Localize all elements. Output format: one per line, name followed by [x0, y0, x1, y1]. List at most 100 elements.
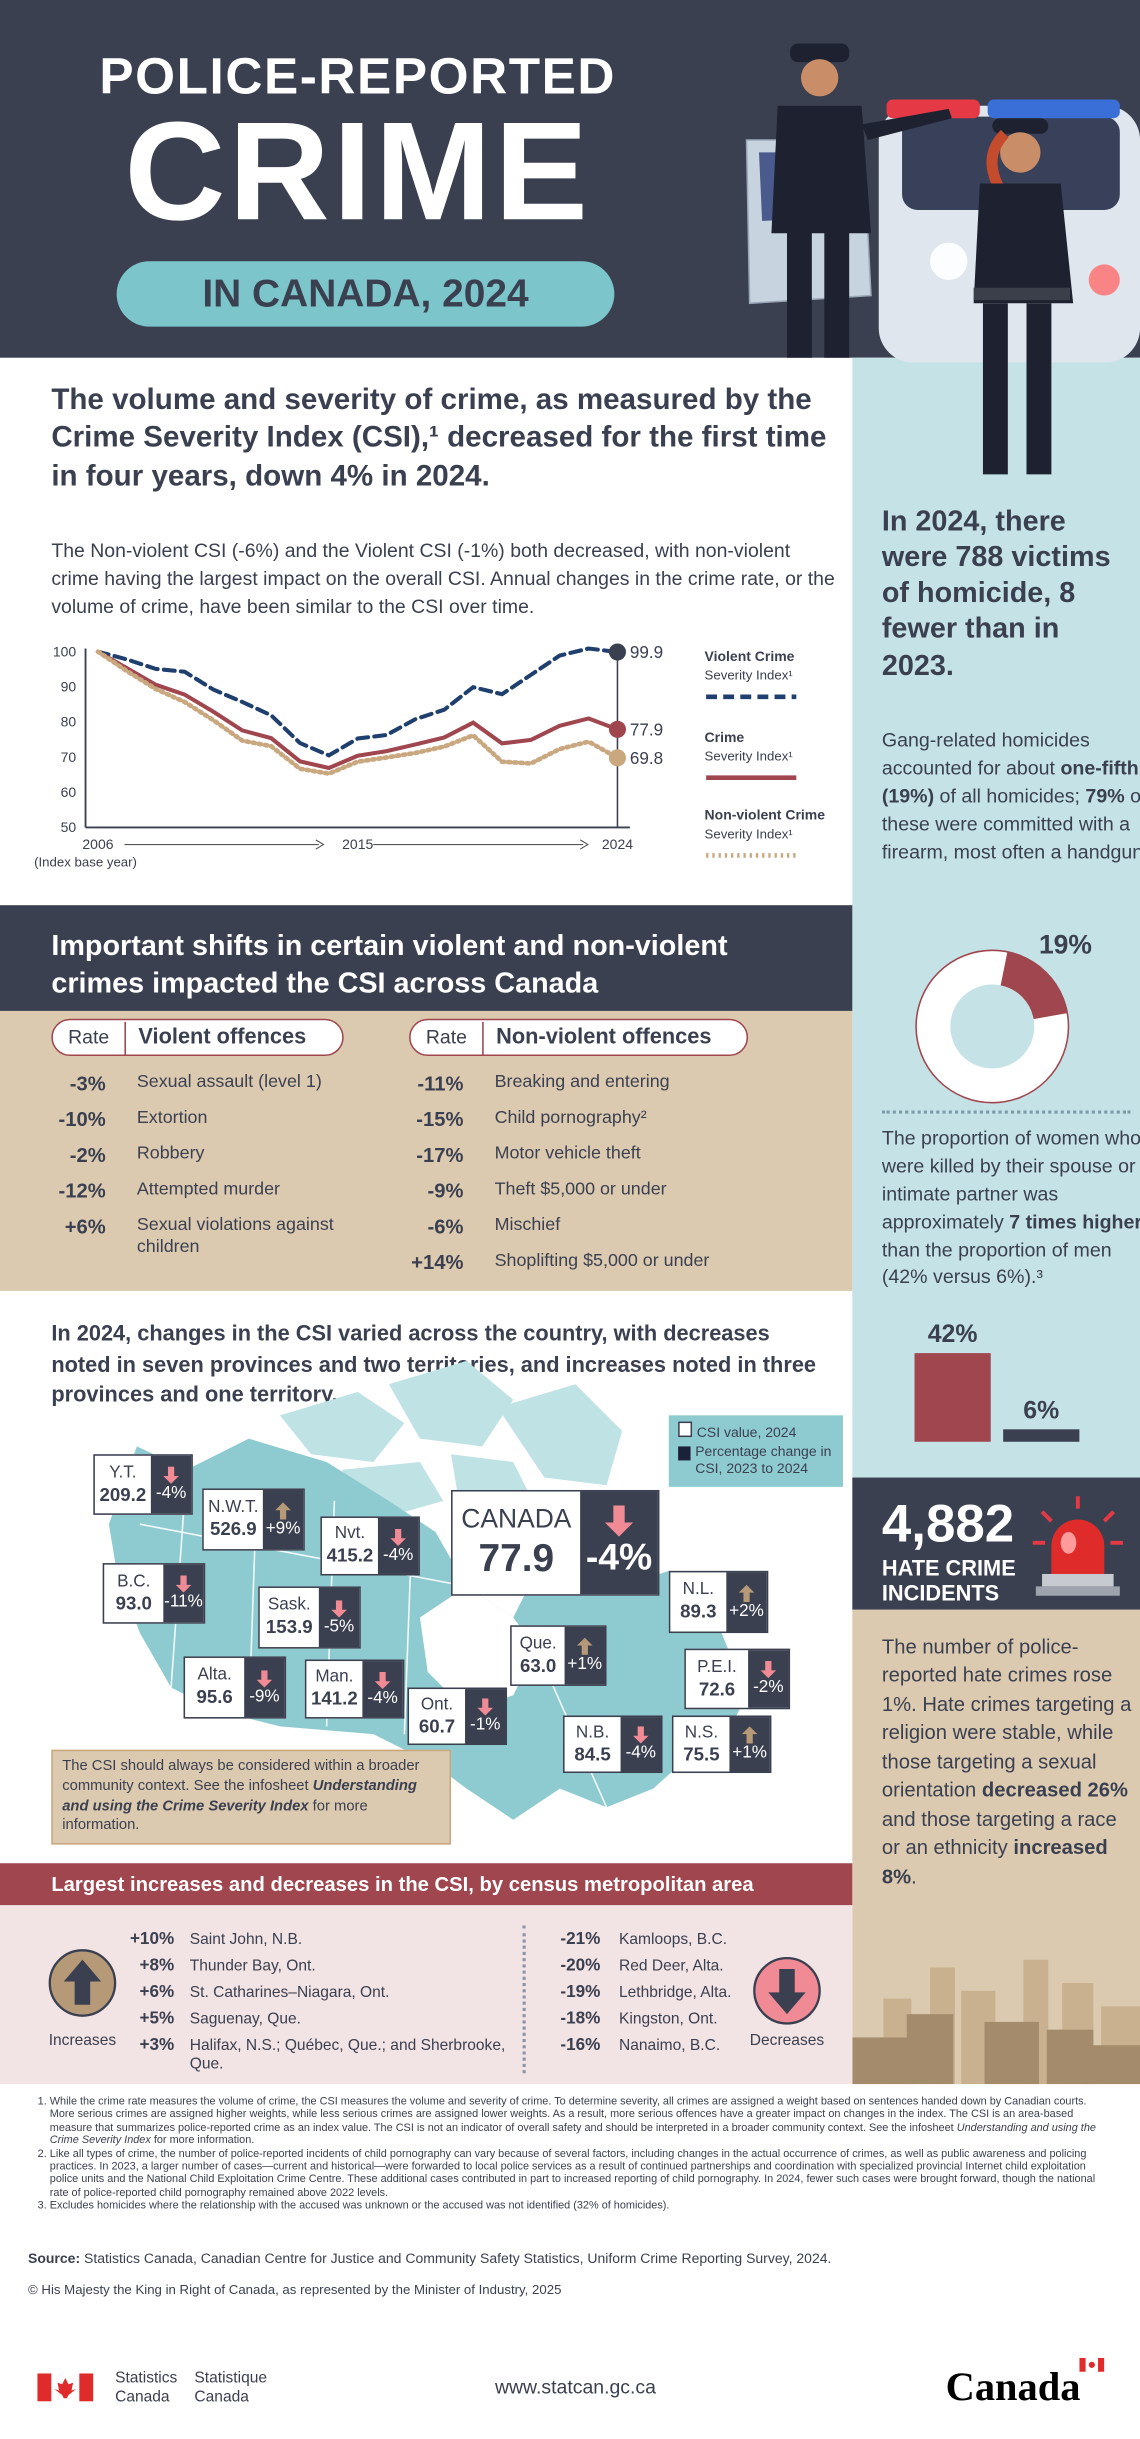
csi-value: 89.3 [680, 1601, 717, 1623]
bar-label: 42% [927, 1322, 978, 1349]
percent-change: -2% [753, 1678, 784, 1697]
region-name: P.E.I. [697, 1657, 737, 1677]
csi-line-chart: 100 90 80 70 60 50 2006 2015 2024 (Index base yea… [34, 643, 825, 869]
region-name: Man. [315, 1667, 354, 1687]
map-region-nvt: Nvt. 415.2 -4% [320, 1516, 420, 1576]
cma-name: Kingston, Ont. [619, 2011, 718, 2029]
city-skyline-illustration [852, 1959, 1140, 2085]
hate-crime-number: 4,882 [881, 1494, 1015, 1554]
map-region-ont: Ont. 60.7 -1% [407, 1687, 508, 1746]
end-value-label: 69.8 [630, 749, 663, 768]
region-name: Alta. [197, 1666, 232, 1685]
map-region-nl: N.L. 89.3 +2% [668, 1570, 769, 1634]
percent-change: -1% [470, 1715, 501, 1735]
website-link[interactable]: www.statcan.gc.ca [494, 2376, 656, 2399]
violent-rate: -10% [58, 1107, 106, 1131]
footnote-2: Like all types of crime, the number of p… [50, 2149, 1114, 2201]
increase-rate: +3% [139, 2035, 175, 2055]
legend-item-change: Percentage change in CSI, 2023 to 2024 [678, 1443, 843, 1479]
text: for more information. [150, 2135, 255, 2147]
map-region-pei: P.E.I. 72.6 -2% [684, 1648, 791, 1710]
gang-homicide-text: Gang-related homicides accounted for abo… [882, 728, 1140, 867]
infosheet-title: Understanding and using the Crime Severi… [62, 1777, 417, 1815]
map-region-canada: CANADA 77.9 -4% [451, 1489, 660, 1596]
arrow-up-icon [577, 1637, 593, 1655]
violent-rate: -12% [58, 1178, 106, 1203]
change-cell: -9% [244, 1657, 285, 1718]
change-cell: -4% [362, 1661, 403, 1718]
x-base-note: (Index base year) [34, 854, 137, 869]
percent-change: -9% [249, 1686, 280, 1706]
cma-name: St. Catharines–Niagara, Ont. [189, 1984, 390, 2002]
change-cell: -4% [377, 1517, 419, 1574]
csi-value: 95.6 [196, 1686, 233, 1709]
cma-name: Red Deer, Alta. [619, 1958, 724, 1976]
csi-value: 63.0 [519, 1654, 557, 1677]
text: HATE CRIME [881, 1555, 1016, 1581]
region-name: Y.T. [109, 1463, 137, 1482]
violent-table-header: Rate Violent offences [51, 1018, 344, 1057]
change-cell: -1% [465, 1689, 506, 1744]
change-cell: -5% [318, 1587, 360, 1648]
csi-value-cell: CANADA 77.9 [453, 1492, 581, 1595]
arrow-down-icon [633, 1726, 649, 1744]
y-tick-label: 70 [61, 749, 77, 765]
csi-value: 526.9 [209, 1518, 257, 1541]
title-line-2: CRIME [124, 94, 592, 251]
donut-label: 19% [1038, 930, 1092, 960]
legend-subtitle: Severity Index¹ [705, 668, 794, 683]
y-tick-label: 90 [61, 678, 77, 694]
csi-value: 77.9 [478, 1536, 555, 1581]
arrow-up-icon [738, 1584, 755, 1602]
y-tick-label: 60 [61, 784, 77, 800]
nonviolent-offence: Mischief [494, 1216, 561, 1235]
map-region-alta: Alta. 95.6 -9% [183, 1656, 287, 1719]
text-bold: increased 8% [881, 1835, 1108, 1888]
bar [914, 1353, 991, 1442]
nonviolent-offence: Theft $5,000 or under [494, 1180, 667, 1200]
text-bold: 7 times higher [1009, 1210, 1140, 1233]
arrow-down-icon [760, 1661, 777, 1679]
legend-item-value: CSI value, 2024 [678, 1421, 843, 1443]
cma-name: Halifax, N.S.; Québec, Que.; and Sherbro… [189, 2037, 506, 2074]
change-cell: -4% [150, 1455, 192, 1514]
decrease-rate: -21% [560, 1930, 601, 1949]
x-tick-label: 2024 [602, 836, 633, 852]
violent-offence: Sexual violations against children [136, 1216, 334, 1257]
end-value-label: 99.9 [630, 643, 663, 662]
csi-value: 415.2 [326, 1545, 374, 1567]
percent-change: -11% [164, 1592, 203, 1612]
percent-change: +1% [567, 1654, 603, 1674]
gang-homicide-donut [915, 949, 1070, 1104]
footnotes: While the crime rate measures the volume… [25, 2097, 1114, 2214]
region-name: Ont. [420, 1694, 454, 1714]
nonviolent-rate: -6% [427, 1214, 464, 1239]
region-name: B.C. [117, 1571, 151, 1591]
series-line-solid [95, 649, 620, 771]
decrease-rate: -19% [560, 1983, 601, 2002]
csi-value-cell: N.B. 84.5 [565, 1717, 621, 1771]
text: The CSI should always be considered with… [62, 1757, 420, 1795]
arrow-down-icon [256, 1669, 273, 1687]
map-region-sask: Sask. 153.9 -5% [258, 1586, 361, 1649]
arrow-down-icon [604, 1505, 634, 1537]
source-text: Statistics Canada, Canadian Centre for J… [80, 2250, 832, 2267]
source-line: Source: Statistics Canada, Canadian Cent… [28, 2251, 831, 2267]
csi-value-cell: N.W.T. 526.9 [204, 1490, 263, 1549]
change-cell: -4% [620, 1717, 662, 1772]
violent-offence: Sexual assault (level 1) [136, 1073, 322, 1092]
donut-outline [915, 949, 1070, 1104]
arrow-up-icon [741, 1726, 758, 1744]
police-officers-illustration [745, 43, 1140, 475]
violent-rate: -2% [69, 1143, 106, 1167]
csi-value: 60.7 [418, 1715, 456, 1738]
bar [1003, 1429, 1080, 1442]
csi-value: 84.5 [574, 1743, 611, 1766]
shifts-heading: Important shifts in certain violent and … [51, 928, 728, 999]
cma-panel [0, 1905, 853, 2085]
cma-name: Nanaimo, B.C. [619, 2037, 721, 2055]
csi-value-cell: Sask. 153.9 [260, 1588, 319, 1647]
donut-slice-gang [999, 951, 1068, 1020]
series-line-dotted [95, 649, 620, 777]
